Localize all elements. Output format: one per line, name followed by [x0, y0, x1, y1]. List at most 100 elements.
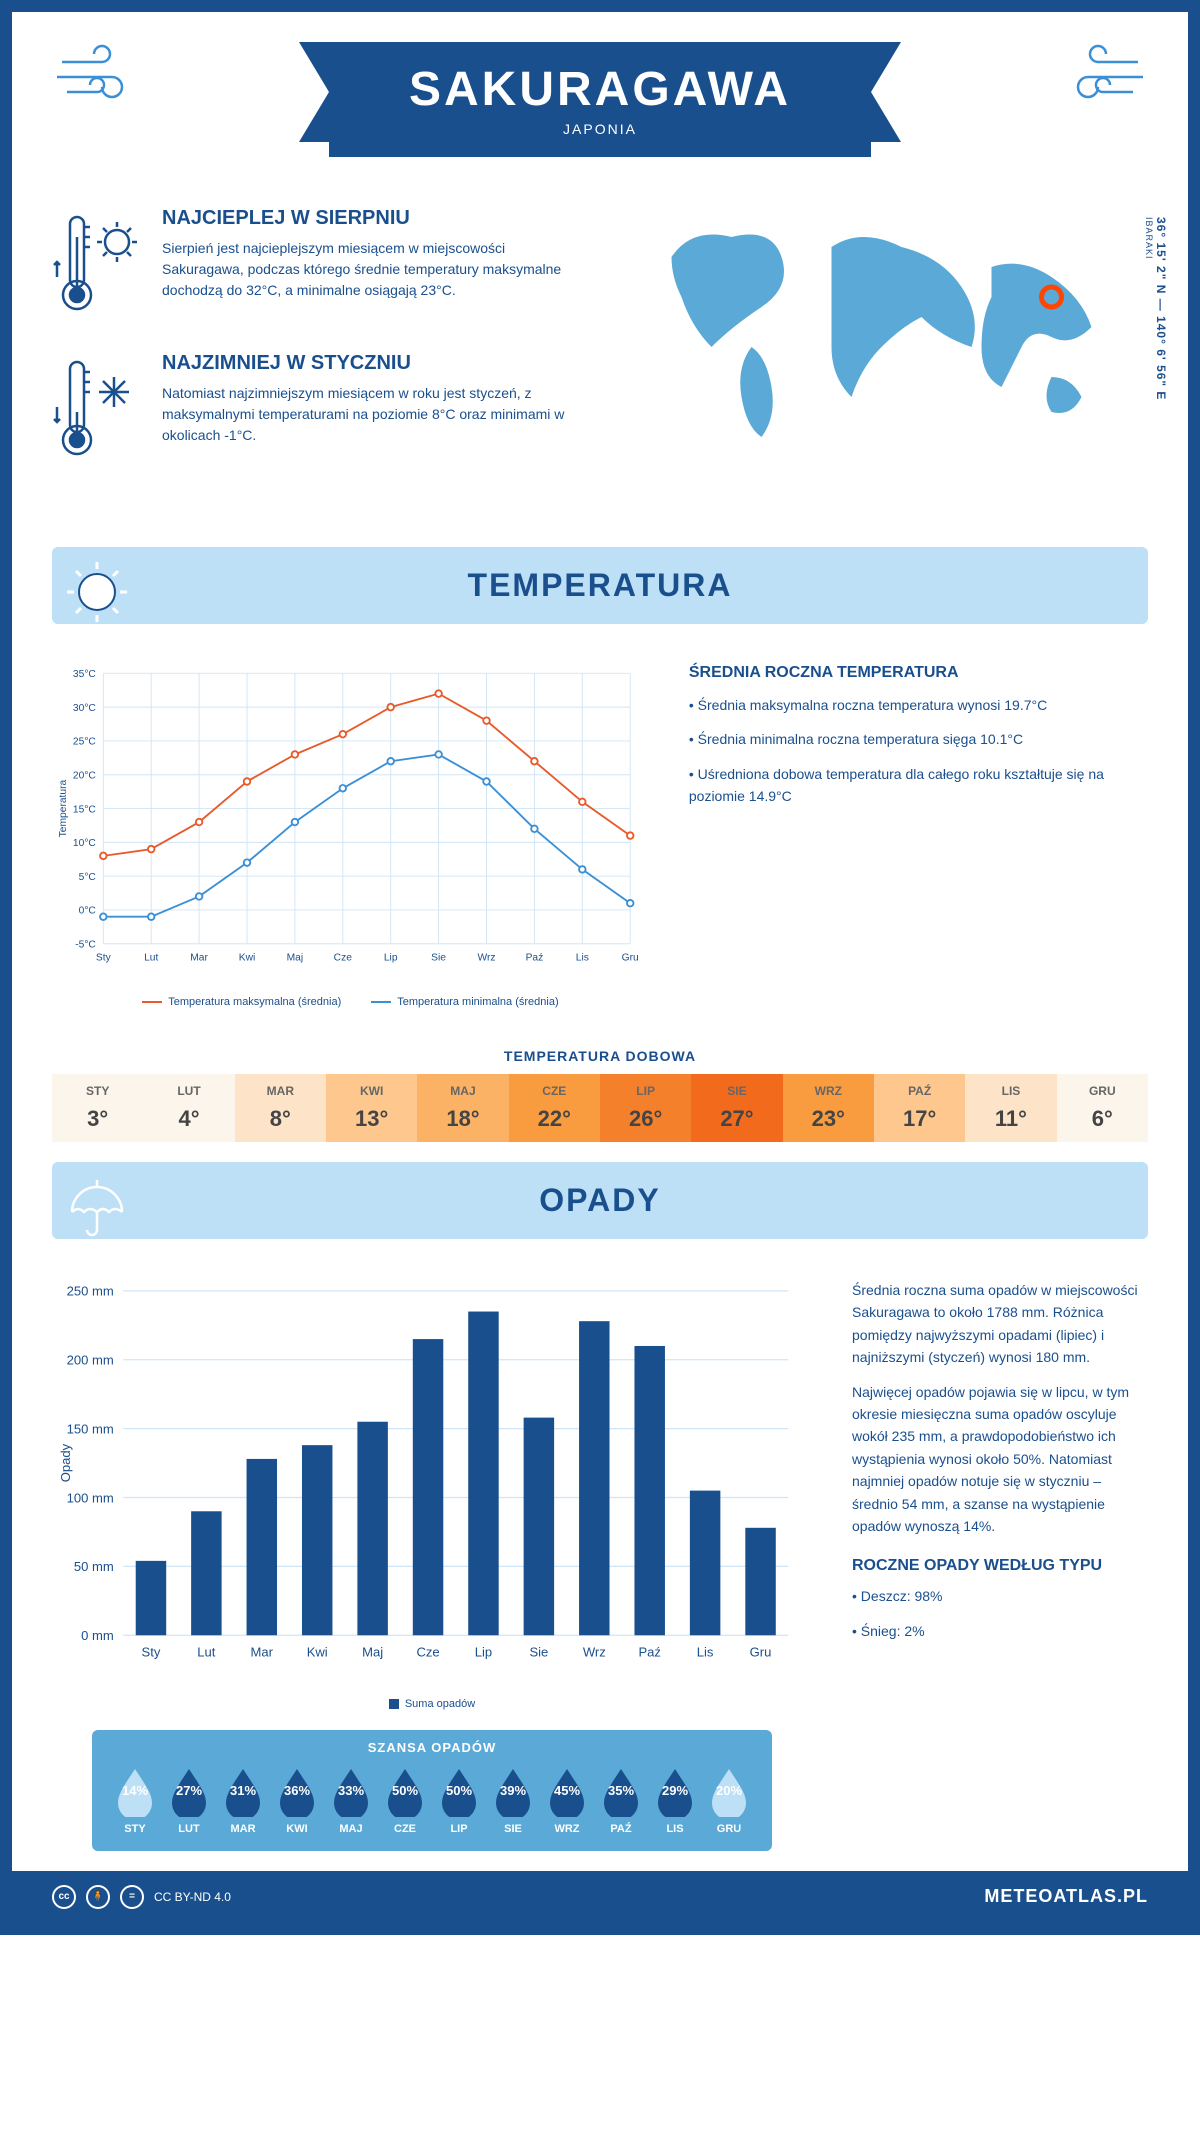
yearly-bullet: • Deszcz: 98% — [852, 1585, 1148, 1607]
cold-fact-body: NAJZIMNIEJ W STYCZNIU Natomiast najzimni… — [162, 352, 585, 467]
svg-text:Sty: Sty — [142, 1645, 161, 1660]
svg-text:Wrz: Wrz — [477, 953, 495, 964]
svg-text:Lip: Lip — [384, 953, 398, 964]
svg-text:0 mm: 0 mm — [81, 1628, 114, 1643]
facts-column: NAJCIEPLEJ W SIERPNIU Sierpień jest najc… — [52, 207, 585, 497]
summary-title: ŚREDNIA ROCZNA TEMPERATURA — [689, 664, 1148, 682]
svg-text:Lut: Lut — [197, 1645, 216, 1660]
svg-text:25°C: 25°C — [73, 737, 97, 748]
daily-title: TEMPERATURA DOBOWA — [52, 1048, 1148, 1064]
temperature-title: TEMPERATURA — [72, 567, 1128, 604]
rain-chance-item: 50% CZE — [378, 1765, 432, 1835]
svg-text:Sie: Sie — [529, 1645, 548, 1660]
map-column: 36° 15' 2" N — 140° 6' 56" E IBARAKI — [615, 207, 1148, 497]
rain-chance-item: 14% STY — [108, 1765, 162, 1835]
svg-text:35°C: 35°C — [73, 669, 97, 680]
svg-text:Lip: Lip — [475, 1645, 492, 1660]
svg-text:Sie: Sie — [431, 953, 446, 964]
svg-text:50 mm: 50 mm — [74, 1559, 114, 1574]
header: SAKURAGAWA JAPONIA — [12, 12, 1188, 177]
license-text: CC BY-ND 4.0 — [154, 1890, 231, 1904]
rain-para: Najwięcej opadów pojawia się w lipcu, w … — [852, 1381, 1148, 1538]
summary-bullet: • Średnia minimalna roczna temperatura s… — [689, 728, 1148, 750]
svg-text:150 mm: 150 mm — [67, 1421, 114, 1436]
svg-text:250 mm: 250 mm — [67, 1284, 114, 1299]
svg-text:Temperatura: Temperatura — [58, 779, 69, 837]
svg-text:15°C: 15°C — [73, 804, 97, 815]
region-label: IBARAKI — [1144, 217, 1154, 400]
rain-body: 0 mm 50 mm 100 mm 150 mm 200 mm 250 mm Opady St… — [12, 1259, 1188, 1871]
daily-temp-cell: GRU6° — [1057, 1074, 1148, 1142]
svg-text:Lis: Lis — [697, 1645, 714, 1660]
by-icon: 🧍 — [86, 1885, 110, 1909]
cc-icon: cc — [52, 1885, 76, 1909]
daily-temp-cell: KWI13° — [326, 1074, 417, 1142]
rain-chance-item: 27% LUT — [162, 1765, 216, 1835]
warm-fact: NAJCIEPLEJ W SIERPNIU Sierpień jest najc… — [52, 207, 585, 322]
svg-text:5°C: 5°C — [79, 872, 97, 883]
footer: cc 🧍 = CC BY-ND 4.0 METEOATLAS.PL — [12, 1871, 1188, 1923]
umbrella-icon — [62, 1172, 132, 1247]
warm-fact-title: NAJCIEPLEJ W SIERPNIU — [162, 207, 585, 230]
svg-text:Sty: Sty — [96, 953, 112, 964]
country-subtitle: JAPONIA — [409, 121, 791, 137]
legend-rain: Suma opadów — [389, 1698, 475, 1710]
rain-chart-col: 0 mm 50 mm 100 mm 150 mm 200 mm 250 mm Opady St… — [52, 1279, 812, 1871]
legend-max: Temperatura maksymalna (średnia) — [142, 996, 341, 1008]
thermometer-sun-icon — [52, 207, 142, 322]
daily-temp-cell: LUT4° — [143, 1074, 234, 1142]
cold-fact-text: Natomiast najzimniejszym miesiącem w rok… — [162, 383, 585, 446]
site-name: METEOATLAS.PL — [984, 1886, 1148, 1907]
rain-legend: Suma opadów — [52, 1698, 812, 1710]
daily-temp-cell: WRZ23° — [783, 1074, 874, 1142]
coords-value: 36° 15' 2" N — 140° 6' 56" E — [1154, 217, 1168, 400]
svg-text:Lis: Lis — [576, 953, 589, 964]
daily-temp-cell: PAŹ17° — [874, 1074, 965, 1142]
daily-temp-cell: CZE22° — [509, 1074, 600, 1142]
svg-text:0°C: 0°C — [79, 906, 97, 917]
thermometer-snow-icon — [52, 352, 142, 467]
svg-text:Wrz: Wrz — [583, 1645, 606, 1660]
svg-text:10°C: 10°C — [73, 838, 97, 849]
svg-text:Opady: Opady — [58, 1443, 73, 1482]
svg-text:Gru: Gru — [622, 953, 639, 964]
coordinates: 36° 15' 2" N — 140° 6' 56" E IBARAKI — [1144, 217, 1168, 400]
daily-temp-cell: SIE27° — [691, 1074, 782, 1142]
svg-text:Paź: Paź — [638, 1645, 660, 1660]
rain-chance-item: 35% PAŹ — [594, 1765, 648, 1835]
rain-summary: Średnia roczna suma opadów w miejscowośc… — [852, 1279, 1148, 1654]
daily-temp-cell: LIP26° — [600, 1074, 691, 1142]
svg-text:Paź: Paź — [526, 953, 544, 964]
intro-section: NAJCIEPLEJ W SIERPNIU Sierpień jest najc… — [12, 177, 1188, 527]
yearly-rain-type: ROCZNE OPADY WEDŁUG TYPU • Deszcz: 98% •… — [852, 1557, 1148, 1642]
svg-text:200 mm: 200 mm — [67, 1353, 114, 1368]
daily-temp-cell: LIS11° — [965, 1074, 1056, 1142]
license-block: cc 🧍 = CC BY-ND 4.0 — [52, 1885, 231, 1909]
svg-text:30°C: 30°C — [73, 703, 97, 714]
temperature-header: TEMPERATURA — [52, 547, 1148, 624]
svg-text:Mar: Mar — [190, 953, 208, 964]
temperature-chart: -5°C0°C5°C10°C15°C20°C25°C30°C35°CStyLut… — [52, 664, 649, 1008]
svg-text:Cze: Cze — [334, 953, 353, 964]
rain-title: OPADY — [72, 1182, 1128, 1219]
svg-text:20°C: 20°C — [73, 770, 97, 781]
summary-bullet: • Średnia maksymalna roczna temperatura … — [689, 694, 1148, 716]
cold-fact-title: NAJZIMNIEJ W STYCZNIU — [162, 352, 585, 375]
rain-chance-item: 29% LIS — [648, 1765, 702, 1835]
svg-text:Lut: Lut — [144, 953, 158, 964]
rain-chance-item: 31% MAR — [216, 1765, 270, 1835]
legend-min: Temperatura minimalna (średnia) — [371, 996, 558, 1008]
rain-chance-panel: SZANSA OPADÓW 14% STY 27% LUT 31% MAR 36… — [92, 1730, 772, 1851]
svg-text:Kwi: Kwi — [239, 953, 256, 964]
wind-icon — [52, 42, 142, 117]
svg-text:Mar: Mar — [251, 1645, 274, 1660]
rain-chance-item: 39% SIE — [486, 1765, 540, 1835]
rain-chance-title: SZANSA OPADÓW — [108, 1740, 756, 1755]
daily-temp-cell: MAJ18° — [417, 1074, 508, 1142]
temperature-legend: Temperatura maksymalna (średnia) Tempera… — [52, 996, 649, 1008]
svg-text:100 mm: 100 mm — [67, 1490, 114, 1505]
svg-text:Maj: Maj — [287, 953, 304, 964]
svg-text:Cze: Cze — [416, 1645, 439, 1660]
rain-chance-item: 33% MAJ — [324, 1765, 378, 1835]
yearly-title: ROCZNE OPADY WEDŁUG TYPU — [852, 1557, 1148, 1575]
